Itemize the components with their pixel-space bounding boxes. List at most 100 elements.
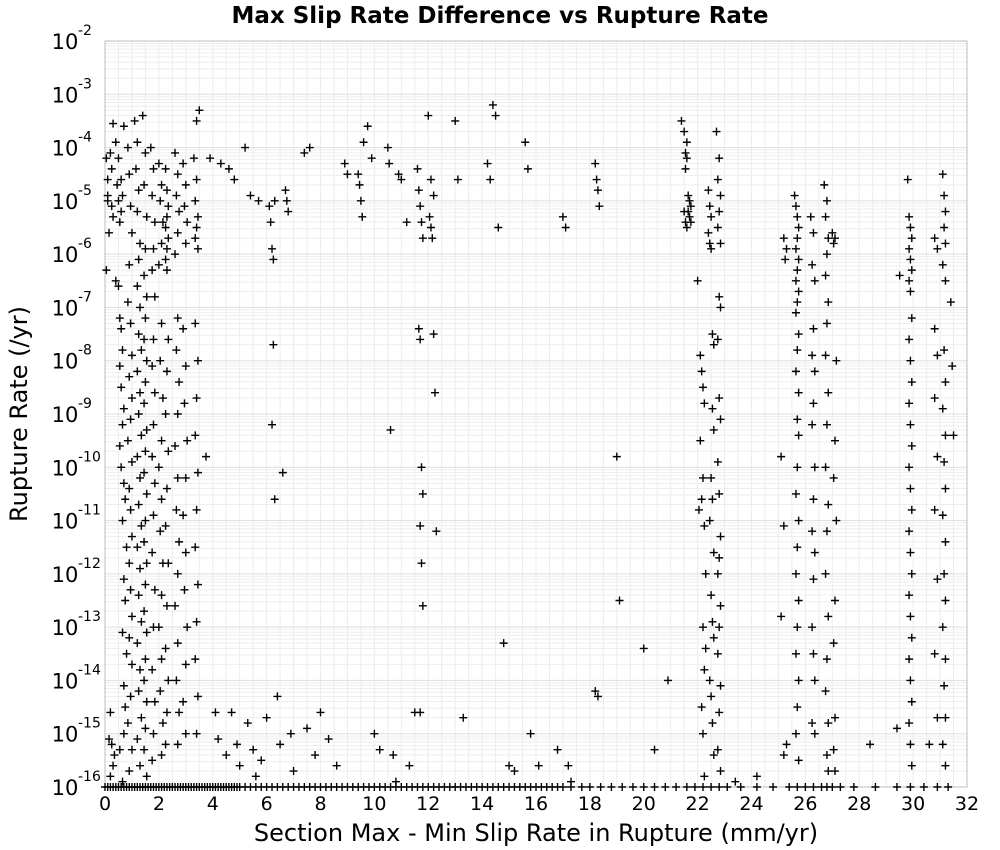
data-point-marker (311, 751, 320, 760)
data-point-marker (941, 537, 950, 546)
data-point-marker (809, 495, 818, 504)
data-point-marker (115, 745, 124, 754)
data-point-marker (161, 255, 170, 264)
data-point-marker (832, 356, 841, 365)
data-point-marker (150, 292, 159, 301)
data-point-marker (150, 218, 159, 227)
data-point-marker (794, 287, 803, 296)
data-point-marker (752, 772, 761, 781)
data-point-marker (707, 244, 716, 253)
data-point-marker (697, 367, 706, 376)
data-point-marker (791, 367, 800, 376)
data-point-marker (141, 314, 150, 323)
data-point-marker (251, 772, 260, 781)
data-point-marker (930, 505, 939, 514)
data-point-marker (906, 676, 915, 685)
data-point-marker (157, 655, 166, 664)
data-point-marker (941, 484, 950, 493)
data-point-marker (682, 783, 691, 791)
data-point-marker (699, 623, 708, 632)
data-point-marker (282, 196, 291, 205)
data-point-marker (109, 761, 118, 770)
data-point-marker (316, 708, 325, 717)
data-point-marker (137, 346, 146, 355)
data-point-marker (149, 164, 158, 173)
data-point-marker (216, 159, 225, 168)
data-point-marker (192, 116, 201, 125)
data-point-marker (117, 463, 126, 472)
data-point-marker (117, 207, 126, 216)
data-point-marker (284, 207, 293, 216)
data-point-marker (821, 463, 830, 472)
y-tick-label-base: 10 (52, 137, 79, 161)
data-point-marker (257, 756, 266, 765)
data-point-marker (180, 585, 189, 594)
data-point-marker (713, 745, 722, 754)
data-point-marker (141, 148, 150, 157)
data-point-marker (303, 724, 312, 733)
data-point-marker (105, 735, 114, 744)
data-point-marker (871, 783, 880, 791)
data-point-marker (405, 761, 414, 770)
data-point-marker (340, 159, 349, 168)
data-points (101, 100, 958, 791)
data-point-marker (831, 596, 840, 605)
data-point-marker (682, 154, 691, 163)
data-point-marker (154, 260, 163, 269)
data-point-marker (375, 745, 384, 754)
data-point-marker (206, 154, 215, 163)
data-point-marker (808, 719, 817, 728)
y-tick-label-exponent: -2 (78, 23, 92, 39)
y-tick-label-exponent: -14 (78, 662, 101, 678)
data-point-marker (106, 148, 115, 157)
data-point-marker (794, 516, 803, 525)
data-point-marker (705, 676, 714, 685)
data-point-marker (681, 164, 690, 173)
data-point-marker (829, 639, 838, 648)
data-point-marker (777, 452, 786, 461)
y-tick-label-exponent: -11 (78, 503, 101, 519)
data-point-marker (808, 420, 817, 429)
y-tick-label-base: 10 (52, 296, 79, 320)
data-point-marker (141, 516, 150, 525)
data-point-marker (414, 324, 423, 333)
data-point-marker (663, 676, 672, 685)
data-point-marker (127, 612, 136, 621)
data-point-marker (809, 228, 818, 237)
data-point-marker (715, 783, 724, 791)
data-point-marker (933, 244, 942, 253)
data-point-marker (941, 713, 950, 722)
data-point-marker (270, 495, 279, 504)
data-point-marker (941, 378, 950, 387)
data-point-marker (949, 431, 958, 440)
data-point-marker (142, 772, 151, 781)
data-point-marker (430, 388, 439, 397)
data-point-marker (684, 191, 693, 200)
data-point-marker (505, 761, 514, 770)
y-tick-label-base: 10 (52, 563, 79, 587)
data-point-marker (266, 218, 275, 227)
data-point-marker (704, 228, 713, 237)
data-point-marker (171, 441, 180, 450)
data-point-marker (699, 783, 708, 791)
data-point-marker (114, 196, 123, 205)
data-point-marker (157, 180, 166, 189)
data-point-marker (426, 223, 435, 232)
data-point-marker (173, 639, 182, 648)
data-point-marker (791, 729, 800, 738)
data-point-marker (713, 457, 722, 466)
data-point-marker (157, 751, 166, 760)
data-point-marker (824, 234, 833, 243)
data-point-marker (822, 319, 831, 328)
data-point-marker (793, 346, 802, 355)
data-point-marker (397, 175, 406, 184)
data-point-marker (157, 436, 166, 445)
data-point-marker (172, 191, 181, 200)
data-point-marker (708, 404, 717, 413)
data-point-marker (791, 489, 800, 498)
data-point-marker (736, 783, 745, 791)
data-point-marker (491, 111, 500, 120)
data-point-marker (156, 687, 165, 696)
data-point-marker (114, 282, 123, 291)
data-point-marker (585, 783, 594, 791)
